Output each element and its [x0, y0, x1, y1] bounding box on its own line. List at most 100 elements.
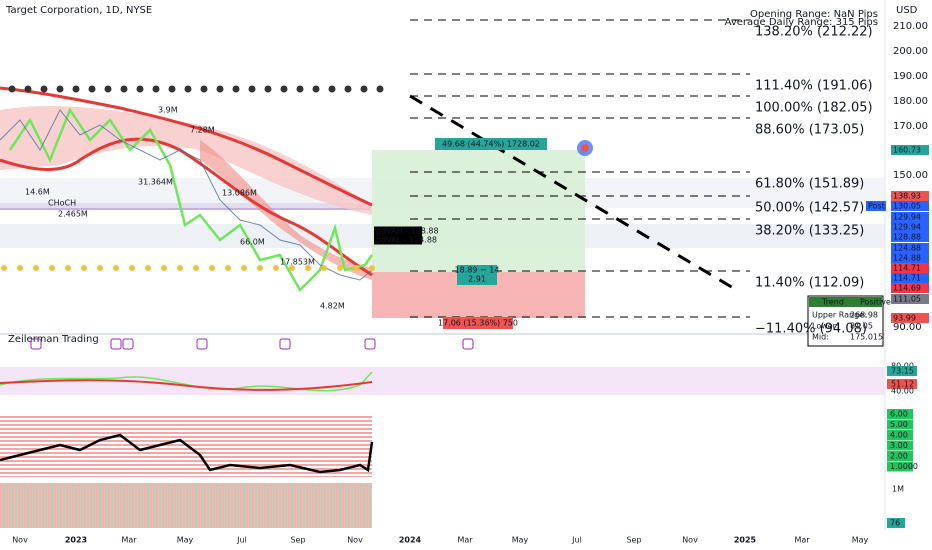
price-badge: [891, 313, 929, 323]
event-icon: [279, 338, 291, 350]
price-badge: [891, 222, 929, 232]
dot: [264, 85, 272, 93]
level-tag: [374, 226, 422, 236]
price-badge: [891, 294, 929, 304]
volume-bars: [0, 483, 372, 528]
event-icon: [122, 338, 134, 350]
dot: [168, 85, 176, 93]
dot: [97, 265, 103, 271]
osc-badge: [887, 409, 913, 419]
dot: [17, 265, 23, 271]
dot: [72, 85, 80, 93]
dot: [56, 85, 64, 93]
time-label: Nov: [12, 536, 28, 545]
dot: [360, 85, 368, 93]
fib-label: 50.00% (142.57): [755, 201, 864, 216]
annotation: 31.364M: [138, 178, 173, 187]
price-badge: [891, 283, 929, 293]
dot: [200, 85, 208, 93]
annotation: 14.6M: [25, 188, 50, 197]
osc-badge: [887, 430, 913, 440]
time-label: May: [852, 536, 869, 545]
dot: [129, 265, 135, 271]
dot: [49, 265, 55, 271]
dot: [113, 265, 119, 271]
time-label: Nov: [682, 536, 698, 545]
pos-target: 49.68 (44.74%) 1728.02: [442, 140, 540, 149]
price-badge: [866, 201, 886, 211]
currency: USD: [896, 5, 918, 16]
annotation: 7.28M: [190, 126, 215, 135]
separator: [0, 333, 885, 335]
osc-line: [0, 433, 374, 474]
dot: [305, 265, 311, 271]
price-badge-text: 160.73: [893, 146, 921, 155]
dot: [81, 265, 87, 271]
dot: [193, 265, 199, 271]
pos-ratio: 2.91: [468, 275, 486, 284]
pos-stop: 17.06 (15.36%) 750: [438, 319, 518, 328]
osc-label: 5.00: [890, 420, 908, 429]
dot: [33, 265, 39, 271]
rsi-ma: [0, 379, 373, 391]
dot: [145, 265, 151, 271]
dot: [273, 265, 279, 271]
rsi-badge: [887, 366, 917, 376]
vol-label: 1M: [892, 485, 904, 494]
price-label: 170.00: [893, 121, 928, 132]
table-cell: Upper Range:: [812, 311, 867, 320]
dot: [353, 265, 359, 271]
osc-label: 6.00: [890, 410, 908, 419]
ma-line: [0, 86, 373, 207]
osc-badge: [887, 440, 913, 451]
price-badge-text: Post: [868, 202, 885, 211]
annotation: 2.465M: [58, 210, 88, 219]
dot: [321, 265, 327, 271]
time-label: 2023: [65, 536, 87, 545]
price-badge-text: 130.05: [893, 202, 921, 211]
annotation: CHoCH: [48, 199, 76, 208]
price-label: 200.00: [893, 46, 928, 57]
osc-badge: [887, 451, 913, 461]
osc-label: 1.0000: [890, 462, 918, 471]
dot: [296, 85, 304, 93]
event-icon: [364, 338, 376, 350]
pos-box: [435, 138, 547, 150]
fib-label: 138.20% (212.22): [755, 25, 873, 40]
price-badge: [891, 145, 929, 155]
osc-label: 4.00: [890, 431, 908, 440]
dot: [328, 85, 336, 93]
price-badge-text: 124.88: [893, 244, 921, 253]
symbol: Target Corporation, 1D, NYSE: [5, 5, 152, 16]
table-cell: Mid:: [812, 333, 829, 342]
cloud: [0, 105, 372, 215]
info: Opening Range: NaN Pips: [750, 9, 878, 20]
rsi-label: 40.00: [891, 387, 914, 396]
dot: [248, 85, 256, 93]
event-icon: [462, 338, 474, 350]
price-badge-text: 114.69: [893, 284, 921, 293]
time-label: Sep: [290, 536, 305, 545]
table-cell: 268.98: [850, 311, 878, 320]
table-cell: 175.015: [850, 333, 883, 342]
price-line: [8, 107, 374, 293]
price-label: 190.00: [893, 71, 928, 82]
osc-badge: [887, 419, 913, 430]
dot: [369, 265, 375, 271]
vol-badge: [887, 518, 905, 528]
price-badge-text: 138.93: [893, 192, 921, 201]
annotation: 13.086M: [222, 189, 257, 198]
time-label: 2025: [734, 536, 757, 545]
pos-ratio: 18.89 − 14: [455, 266, 500, 275]
dot: [40, 85, 48, 93]
indicator-name: Zeilerman Trading: [8, 334, 99, 345]
annotation: 66.0M: [240, 238, 265, 247]
time-label: Mar: [794, 536, 810, 545]
fib-label: −11.40% (94.08): [755, 322, 867, 337]
dot: [312, 85, 320, 93]
price-label: 210.00: [893, 21, 928, 32]
event-icon: [30, 338, 42, 350]
time-label: Mar: [457, 536, 473, 545]
dot: [65, 265, 71, 271]
